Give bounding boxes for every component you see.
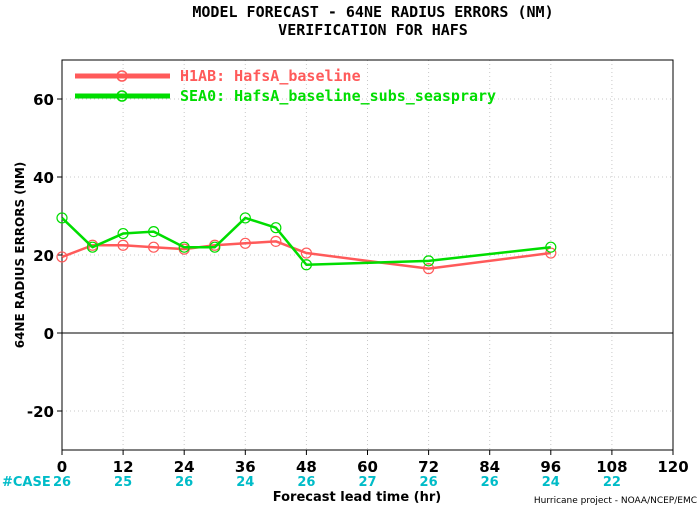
legend-entry: SEA0: HafsA_baseline_subs_seasprary	[180, 87, 496, 105]
x-tick-label: 84	[479, 458, 500, 476]
plot-frame	[61, 59, 674, 451]
legend: H1AB: HafsA_baseline SEA0: HafsA_baseline…	[75, 67, 496, 105]
x-tick-label: 108	[596, 458, 627, 476]
x-tick-label: 12	[113, 458, 134, 476]
case-count: 26	[481, 475, 499, 490]
x-tick-label: 72	[418, 458, 439, 476]
chart-subtitle: VERIFICATION FOR HAFS	[278, 21, 468, 39]
series-2-point	[117, 227, 129, 240]
y-tick-label: -20	[27, 403, 54, 421]
series-1-point	[239, 237, 251, 249]
x-tick-label: 120	[657, 458, 688, 476]
y-tick-label: 20	[33, 247, 54, 265]
series-line-2	[61, 216, 551, 266]
y-tick-label: 40	[33, 169, 54, 187]
series-2-point	[423, 255, 435, 267]
x-tick-label: 60	[357, 458, 378, 476]
series-2-point	[178, 241, 190, 253]
case-count: 26	[297, 475, 315, 490]
x-tick-label: 96	[540, 458, 561, 476]
x-tick-label: 36	[235, 458, 256, 476]
case-count: 24	[542, 475, 560, 490]
series-1-point	[270, 235, 282, 247]
series-2-point	[270, 222, 282, 234]
series-1-point	[423, 263, 435, 275]
series-1-point	[117, 239, 129, 251]
case-count: 22	[603, 475, 621, 490]
y-axis-label: 64NE RADIUS ERRORS (NM)	[13, 162, 27, 349]
series-1-point	[56, 251, 68, 263]
series-1-point	[300, 247, 312, 259]
y-tick-label: 60	[33, 91, 54, 109]
case-count: 26	[420, 475, 438, 490]
legend-swatch-marker	[116, 70, 128, 82]
series-2-point	[209, 241, 221, 253]
case-count: 26	[53, 475, 71, 490]
series-2-point	[148, 226, 160, 238]
legend-swatch-marker	[116, 90, 128, 102]
x-axis-label: Forecast lead time (hr)	[273, 490, 441, 505]
y-tick-labels: -20 0 20 40 60	[27, 91, 62, 421]
case-count: 25	[114, 475, 132, 490]
x-tick-labels: 0 12 24 36 48 60 72 84 96 108 120	[57, 450, 689, 476]
x-tick-label: 24	[174, 458, 195, 476]
series-lines	[56, 212, 557, 275]
series-2-point	[56, 212, 68, 224]
x-tick-label: 48	[296, 458, 317, 476]
series-2-point	[300, 259, 312, 271]
series-2-point	[86, 241, 99, 253]
grid	[62, 60, 673, 450]
x-tick-label: 0	[57, 458, 67, 476]
series-2-point	[239, 212, 251, 224]
case-count-label: #CASE	[2, 475, 51, 490]
chart-title: MODEL FORECAST - 64NE RADIUS ERRORS (NM)	[192, 3, 553, 21]
series-line-1	[61, 240, 551, 270]
legend-entry: H1AB: HafsA_baseline	[180, 67, 361, 85]
credit-text: Hurricane project - NOAA/NCEP/EMC	[534, 496, 697, 506]
series-1-point	[148, 241, 160, 253]
y-tick-label: 0	[44, 325, 54, 343]
case-count: 27	[358, 475, 376, 490]
case-count: 26	[175, 475, 193, 490]
series-2-point	[545, 241, 557, 253]
case-count: 24	[236, 475, 254, 490]
case-counts: 26 25 26 24 26 27 26 26 24 22	[53, 475, 621, 490]
